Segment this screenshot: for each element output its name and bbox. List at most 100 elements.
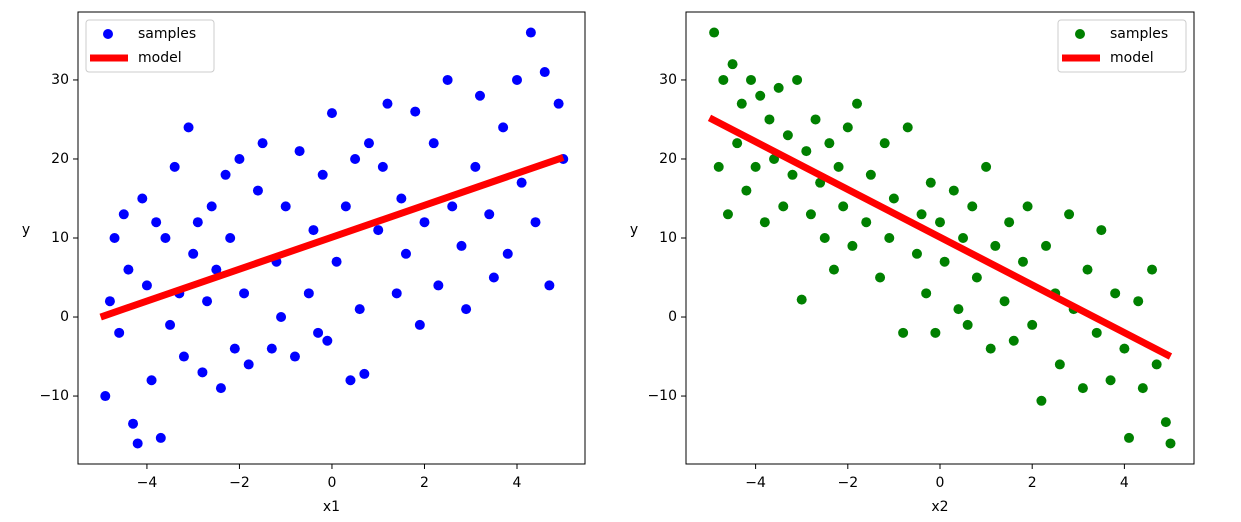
legend-marker (103, 29, 113, 39)
model-line (707, 114, 1173, 360)
sample-point (474, 90, 485, 101)
sample-point (801, 146, 812, 157)
sample-point (206, 201, 217, 212)
legend-label: model (138, 50, 182, 66)
y-tick-label: 30 (659, 72, 677, 88)
sample-point (220, 169, 231, 180)
subplot: −4 −2 0 2 4 −10 0 10 20 30 x1 y samples model (22, 11, 586, 515)
model-line (99, 154, 565, 321)
sample-point (981, 161, 992, 172)
sample-point (1151, 359, 1162, 370)
sample-point (750, 161, 761, 172)
sample-point (1077, 383, 1088, 394)
y-axis-label: y (22, 222, 30, 238)
sample-point (1133, 296, 1144, 307)
sample-point (303, 288, 314, 299)
sample-point (382, 98, 393, 109)
y-axis-label: y (630, 222, 638, 238)
x-tick-label: 4 (513, 475, 522, 491)
sample-point (331, 256, 342, 267)
sample-point (745, 74, 756, 85)
sample-point (778, 201, 789, 212)
sample-point (930, 327, 941, 338)
sample-point (498, 122, 509, 133)
sample-point (118, 209, 129, 220)
y-tick-label: 20 (51, 151, 69, 167)
sample-point (470, 161, 481, 172)
sample-point (819, 233, 830, 243)
sample-point (400, 248, 411, 259)
x-tick-label: 2 (1028, 475, 1037, 491)
sample-point (414, 319, 425, 330)
sample-point (266, 343, 277, 354)
sample-point (160, 233, 171, 243)
sample-point (1004, 217, 1015, 228)
x-tick-label: −2 (229, 475, 250, 491)
sample-point (104, 296, 115, 307)
sample-point (1082, 264, 1093, 275)
sample-point (354, 304, 365, 315)
sample-point (488, 272, 499, 283)
sample-point (782, 130, 793, 141)
sample-point (447, 201, 458, 212)
sample-point (192, 217, 203, 228)
sample-point (373, 225, 384, 236)
sample-point (916, 209, 927, 220)
sample-point (114, 327, 125, 338)
sample-point (461, 304, 472, 315)
sample-point (805, 209, 816, 220)
y-tick-label: 0 (60, 309, 69, 325)
sample-point (234, 153, 245, 164)
sample-point (155, 432, 166, 443)
x-tick-label: 0 (328, 475, 337, 491)
sample-point (229, 343, 240, 354)
sample-point (132, 438, 143, 449)
sample-point (100, 391, 111, 402)
sample-point (109, 233, 120, 243)
sample-point (709, 27, 720, 38)
sample-point (741, 185, 752, 196)
sample-point (1022, 201, 1033, 212)
sample-point (985, 343, 996, 354)
sample-point (773, 82, 784, 93)
sample-point (953, 304, 964, 315)
sample-point (396, 193, 407, 204)
legend: samples model (85, 19, 215, 73)
sample-point (326, 108, 337, 119)
sample-point (796, 294, 807, 305)
sample-point (530, 217, 541, 228)
sample-point (188, 248, 199, 259)
x-tick-label: −4 (137, 475, 158, 491)
sample-point (419, 217, 430, 228)
y-tick-label: −10 (39, 388, 69, 404)
sample-point (990, 240, 1001, 251)
x-tick-label: 0 (936, 475, 945, 491)
sample-point (215, 383, 226, 394)
sample-point (178, 351, 189, 362)
sample-point (239, 288, 250, 299)
legend-label: samples (138, 26, 196, 42)
y-tick-label: 10 (51, 230, 69, 246)
sample-point (151, 217, 162, 228)
sample-point (169, 161, 180, 172)
sample-point (948, 185, 959, 196)
sample-point (722, 209, 733, 220)
legend-label: model (1110, 50, 1154, 66)
sample-point (128, 418, 139, 429)
sample-point (211, 264, 222, 275)
sample-point (1124, 432, 1135, 443)
y-tick-label: 10 (659, 230, 677, 246)
sample-point (838, 201, 849, 212)
sample-point (810, 114, 821, 125)
sample-point (732, 138, 743, 149)
sample-point (257, 138, 268, 149)
sample-point (1110, 288, 1121, 299)
sample-point (410, 106, 421, 117)
sample-point (902, 122, 913, 133)
sample-point (713, 161, 724, 172)
sample-point (865, 169, 876, 180)
sample-point (921, 288, 932, 299)
sample-point (958, 233, 969, 243)
sample-point (123, 264, 134, 275)
sample-point (243, 359, 254, 370)
